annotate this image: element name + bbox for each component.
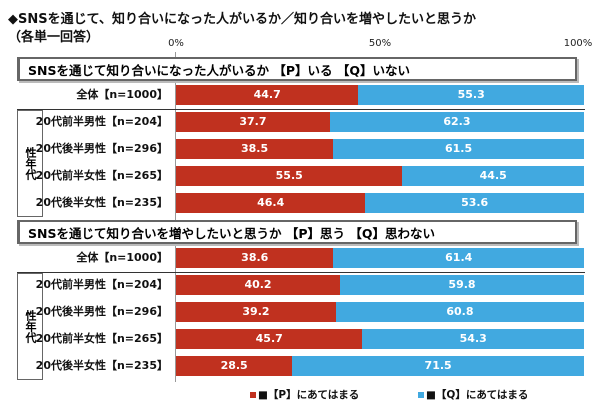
bar-p: 37.7 bbox=[176, 112, 330, 132]
separator-line bbox=[17, 109, 585, 110]
bar-q: 60.8 bbox=[335, 302, 584, 322]
bar-p: 38.6 bbox=[176, 248, 334, 268]
bar-p: 55.5 bbox=[176, 166, 403, 186]
row-label: 20代後半女性【n=235】 bbox=[35, 359, 168, 372]
chart-subtitle: （各単一回答） bbox=[8, 30, 100, 45]
group-label-box: 性年代 bbox=[17, 110, 43, 217]
y-axis-line bbox=[175, 52, 176, 382]
bar-p: 46.4 bbox=[176, 193, 366, 213]
legend-label-q: ■【Q】にあてはまる bbox=[426, 389, 529, 401]
bar-q: 61.4 bbox=[333, 248, 584, 268]
bar-q: 62.3 bbox=[329, 112, 584, 132]
legend-q: ■【Q】にあてはまる bbox=[418, 387, 528, 402]
legend-p: ■【P】にあてはまる bbox=[250, 387, 359, 402]
row-label: 全体【n=1000】 bbox=[76, 88, 168, 101]
legend-swatch-q bbox=[418, 392, 424, 398]
x-tick-100: 100% bbox=[563, 38, 593, 49]
row-label: 20代前半男性【n=204】 bbox=[35, 115, 168, 128]
bar-p: 38.5 bbox=[176, 139, 334, 159]
separator-line bbox=[17, 272, 585, 273]
bar-q: 71.5 bbox=[292, 356, 584, 376]
panel-header-1: SNSを通じて知り合いになった人がいるか 【P】いる 【Q】いない bbox=[17, 57, 577, 81]
row-label: 20代後半男性【n=296】 bbox=[35, 142, 168, 155]
legend-label-p: ■【P】にあてはまる bbox=[258, 389, 360, 401]
row-label: 20代前半男性【n=204】 bbox=[35, 278, 168, 291]
group-label-box: 性年代 bbox=[17, 273, 43, 380]
row-label: 20代前半女性【n=265】 bbox=[35, 169, 168, 182]
row-label: 20代前半女性【n=265】 bbox=[35, 332, 168, 345]
bar-p: 39.2 bbox=[176, 302, 336, 322]
chart-title: ◆SNSを通じて、知り合いになった人がいるか／知り合いを増やしたいと思うか bbox=[8, 12, 476, 27]
row-label: 全体【n=1000】 bbox=[76, 251, 168, 264]
row-label: 20代後半男性【n=296】 bbox=[35, 305, 168, 318]
bar-q: 53.6 bbox=[365, 193, 584, 213]
bar-q: 55.3 bbox=[358, 85, 584, 105]
legend-swatch-p bbox=[250, 392, 256, 398]
x-tick-50: 50% bbox=[368, 38, 392, 49]
bar-p: 28.5 bbox=[176, 356, 293, 376]
bar-p: 45.7 bbox=[176, 329, 363, 349]
row-label: 20代後半女性【n=235】 bbox=[35, 196, 168, 209]
bar-q: 59.8 bbox=[340, 275, 584, 295]
x-tick-0: 0% bbox=[168, 38, 184, 49]
bar-q: 44.5 bbox=[402, 166, 584, 186]
bar-q: 61.5 bbox=[333, 139, 584, 159]
bar-q: 54.3 bbox=[362, 329, 584, 349]
bar-p: 44.7 bbox=[176, 85, 359, 105]
bar-p: 40.2 bbox=[176, 275, 341, 295]
panel-header-2: SNSを通じて知り合いを増やしたいと思うか 【P】思う 【Q】思わない bbox=[17, 220, 577, 244]
